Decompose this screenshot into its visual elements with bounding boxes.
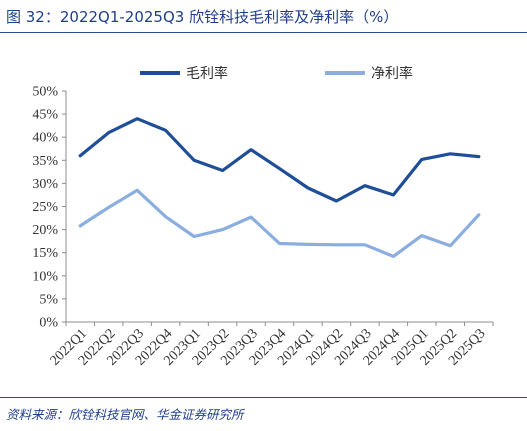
- y-axis: 0% 5% 10% 15% 20% 25% 30% 35% 40% 45% 50%: [32, 85, 67, 331]
- y-tick-label: 20%: [32, 223, 58, 238]
- y-tick-label: 0%: [39, 316, 58, 331]
- x-axis: 2022Q12022Q22022Q32022Q42023Q12023Q22023…: [48, 321, 494, 369]
- title-divider: [0, 32, 527, 33]
- legend-label: 毛利率: [186, 65, 228, 82]
- series-line-2: [78, 188, 481, 258]
- y-tick-label: 45%: [32, 108, 58, 123]
- y-tick-label: 40%: [32, 131, 58, 146]
- series-line-1: [78, 117, 481, 203]
- series-lines: [78, 117, 481, 258]
- y-tick-label: 50%: [32, 85, 58, 100]
- y-tick-label: 35%: [32, 154, 58, 169]
- source-divider: [0, 397, 527, 398]
- y-tick-label: 10%: [32, 269, 58, 284]
- y-tick-label: 25%: [32, 200, 58, 215]
- figure-title: 图 32：2022Q1-2025Q3 欣铨科技毛利率及净利率（%）: [6, 8, 399, 26]
- chart-legend: 毛利率 净利率: [140, 65, 413, 82]
- y-tick-label: 5%: [39, 292, 58, 307]
- source-note: 资料来源：欣铨科技官网、华金证券研究所: [6, 407, 244, 422]
- legend-label: 净利率: [371, 65, 413, 82]
- line-chart: 毛利率 净利率 0% 5% 10% 15% 20% 25% 30% 35% 40% 45% 50% 2…: [32, 65, 494, 369]
- y-tick-label: 15%: [32, 246, 58, 261]
- y-tick-label: 30%: [32, 177, 58, 192]
